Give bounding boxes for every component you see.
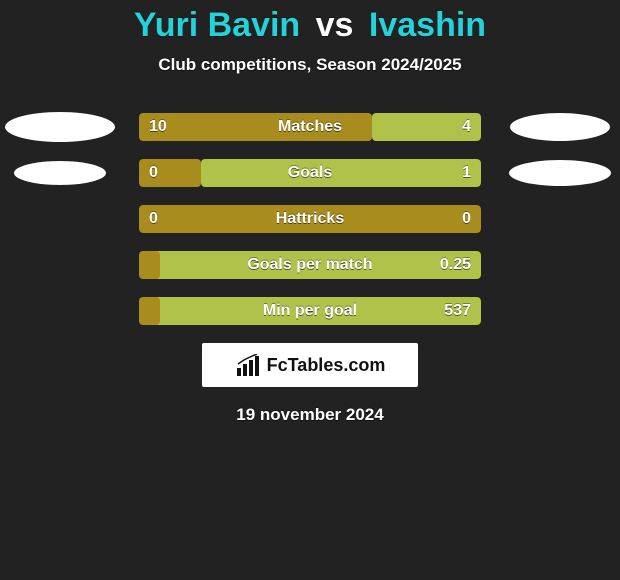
attribution-text: FcTables.com	[267, 355, 386, 376]
player-left-name: Yuri Bavin	[134, 6, 300, 44]
stat-row: Goals0 1	[0, 159, 620, 187]
logo-ellipse-left	[14, 161, 106, 185]
stats-rows: Matches104Goals01Hattricks00Goals per ma…	[0, 113, 620, 325]
stat-label: Min per goal	[139, 297, 481, 325]
stat-row: Hattricks0 0	[0, 205, 620, 233]
bars-logo-icon	[235, 354, 261, 376]
date-line: 19 november 2024	[0, 405, 620, 425]
stat-value-left: 0	[149, 159, 158, 187]
stat-value-right: 4	[462, 113, 471, 141]
subtitle: Club competitions, Season 2024/2025	[0, 55, 620, 75]
stat-value-right: 0.25	[440, 251, 471, 279]
stat-value-right: 537	[444, 297, 471, 325]
stat-value-right: 0	[462, 205, 471, 233]
logo-ellipse-left	[5, 112, 115, 142]
logo-ellipse-right	[509, 160, 611, 186]
stat-row: Matches10 4	[0, 113, 620, 141]
vs-text: vs	[316, 6, 354, 44]
stat-label: Goals	[139, 159, 481, 187]
title-row: Yuri Bavin vs Ivashin	[0, 0, 620, 45]
stat-label: Goals per match	[139, 251, 481, 279]
logo-ellipse-right	[510, 113, 610, 141]
stat-label: Hattricks	[139, 205, 481, 233]
attribution-inner: FcTables.com	[235, 354, 386, 376]
stat-value-left: 0	[149, 205, 158, 233]
stat-value-left: 10	[149, 113, 167, 141]
stat-value-right: 1	[462, 159, 471, 187]
stat-row: Min per goal537	[0, 297, 620, 325]
comparison-infographic: Yuri Bavin vs Ivashin Club competitions,…	[0, 0, 620, 580]
page-title: Yuri Bavin vs Ivashin	[134, 6, 486, 44]
stat-label: Matches	[139, 113, 481, 141]
attribution-badge[interactable]: FcTables.com	[202, 343, 418, 387]
player-right-name: Ivashin	[369, 6, 486, 44]
stat-row: Goals per match0.25	[0, 251, 620, 279]
